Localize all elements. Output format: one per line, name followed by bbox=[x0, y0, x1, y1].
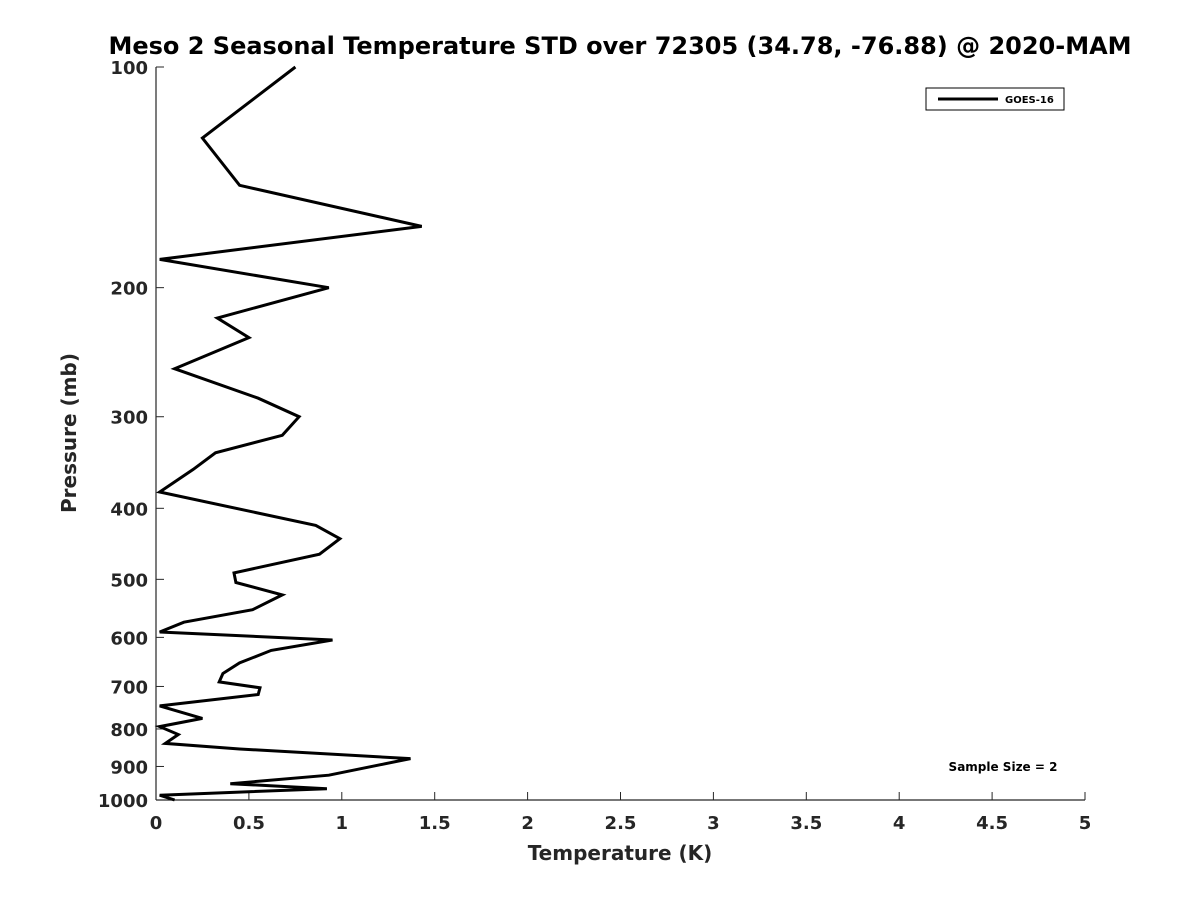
x-tick-label: 5 bbox=[1079, 813, 1092, 834]
x-tick-label: 4 bbox=[893, 813, 906, 834]
series-line-goes-16 bbox=[154, 65, 423, 802]
y-tick-label: 1000 bbox=[98, 791, 148, 812]
chart-title: Meso 2 Seasonal Temperature STD over 723… bbox=[108, 32, 1131, 60]
x-tick-label: 1 bbox=[336, 813, 349, 834]
x-tick-label: 4.5 bbox=[976, 813, 1008, 834]
x-tick-label: 2.5 bbox=[605, 813, 637, 834]
x-tick-label: 0 bbox=[150, 813, 163, 834]
x-axis-label: Temperature (K) bbox=[528, 841, 713, 865]
x-tick-label: 1.5 bbox=[419, 813, 451, 834]
y-tick-label: 400 bbox=[110, 499, 148, 520]
legend-label: GOES-16 bbox=[1005, 95, 1054, 106]
y-tick-label: 200 bbox=[110, 279, 148, 300]
axes bbox=[155, 67, 1085, 801]
y-axis-label: Pressure (mb) bbox=[57, 353, 81, 513]
y-tick-label: 800 bbox=[110, 720, 148, 741]
y-tick-label: 900 bbox=[110, 757, 148, 778]
x-tick-label: 0.5 bbox=[233, 813, 265, 834]
x-tick-label: 3.5 bbox=[790, 813, 822, 834]
x-tick-label: 2 bbox=[521, 813, 534, 834]
x-tick-label: 3 bbox=[707, 813, 720, 834]
y-tick-label: 300 bbox=[110, 408, 148, 429]
y-tick-label: 600 bbox=[110, 628, 148, 649]
sample-size-annotation: Sample Size = 2 bbox=[949, 760, 1058, 774]
y-ticks: 100 200 300 400 500 600 700 800 900 1000 bbox=[98, 58, 164, 812]
y-tick-label: 500 bbox=[110, 570, 148, 591]
y-tick-label: 100 bbox=[110, 58, 148, 79]
legend: GOES-16 bbox=[925, 87, 1065, 111]
x-ticks: 0 0.5 1 1.5 2 2.5 3 3.5 4 4.5 5 bbox=[150, 792, 1092, 834]
y-tick-label: 700 bbox=[110, 677, 148, 698]
